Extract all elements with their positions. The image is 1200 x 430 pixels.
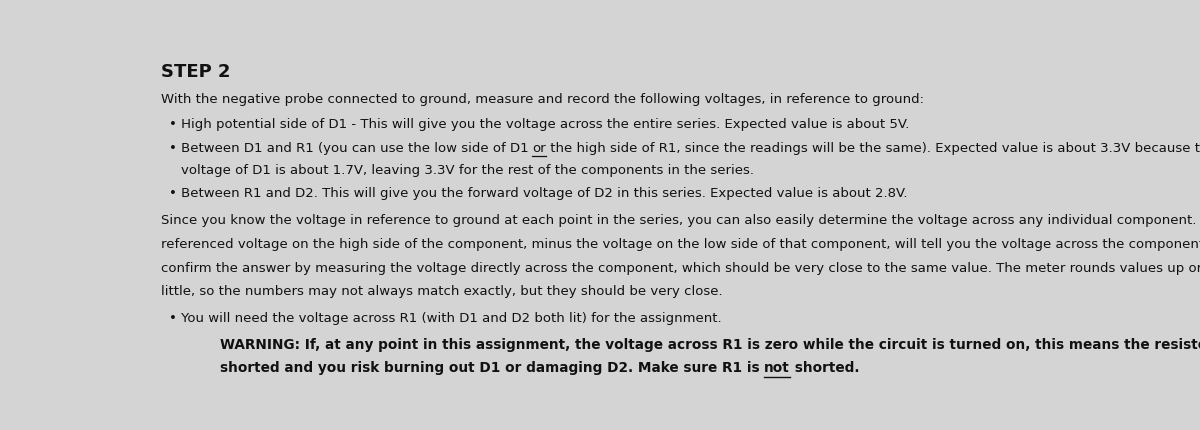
Text: shorted and you risk burning out D1 or damaging D2. Make sure R1 is: shorted and you risk burning out D1 or d… [220,361,764,375]
Text: little, so the numbers may not always match exactly, but they should be very clo: little, so the numbers may not always ma… [161,286,722,298]
Text: WARNING: If, at any point in this assignment, the voltage across R1 is zero whil: WARNING: If, at any point in this assign… [220,338,1200,352]
Text: • You will need the voltage across R1 (with D1 and D2 both lit) for the assignme: • You will need the voltage across R1 (w… [168,311,721,325]
Text: • Between R1 and D2. This will give you the forward voltage of D2 in this series: • Between R1 and D2. This will give you … [168,187,907,200]
Text: or: or [533,141,546,155]
Text: the high side of R1, since the readings will be the same). Expected value is abo: the high side of R1, since the readings … [546,141,1200,155]
Text: STEP 2: STEP 2 [161,63,230,81]
Text: not: not [764,361,790,375]
Text: confirm the answer by measuring the voltage directly across the component, which: confirm the answer by measuring the volt… [161,261,1200,274]
Text: • Between D1 and R1 (you can use the low side of D1: • Between D1 and R1 (you can use the low… [168,141,533,155]
Text: • High potential side of D1 - This will give you the voltage across the entire s: • High potential side of D1 - This will … [168,118,908,131]
Text: shorted.: shorted. [790,361,859,375]
Text: voltage of D1 is about 1.7V, leaving 3.3V for the rest of the components in the : voltage of D1 is about 1.7V, leaving 3.3… [181,164,754,177]
Text: With the negative probe connected to ground, measure and record the following vo: With the negative probe connected to gro… [161,93,924,106]
Text: referenced voltage on the high side of the component, minus the voltage on the l: referenced voltage on the high side of t… [161,238,1200,251]
Text: Since you know the voltage in reference to ground at each point in the series, y: Since you know the voltage in reference … [161,214,1200,227]
